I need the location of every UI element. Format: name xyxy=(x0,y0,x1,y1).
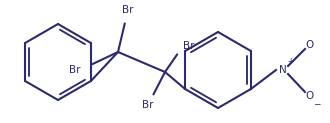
Text: +: + xyxy=(287,57,293,67)
Text: O: O xyxy=(306,40,314,50)
Text: Br: Br xyxy=(142,100,154,110)
Text: O: O xyxy=(306,91,314,101)
Text: Br: Br xyxy=(122,5,134,15)
Text: −: − xyxy=(313,100,321,108)
Text: Br: Br xyxy=(69,65,80,75)
Text: Br: Br xyxy=(183,41,194,51)
Text: N: N xyxy=(279,65,287,75)
